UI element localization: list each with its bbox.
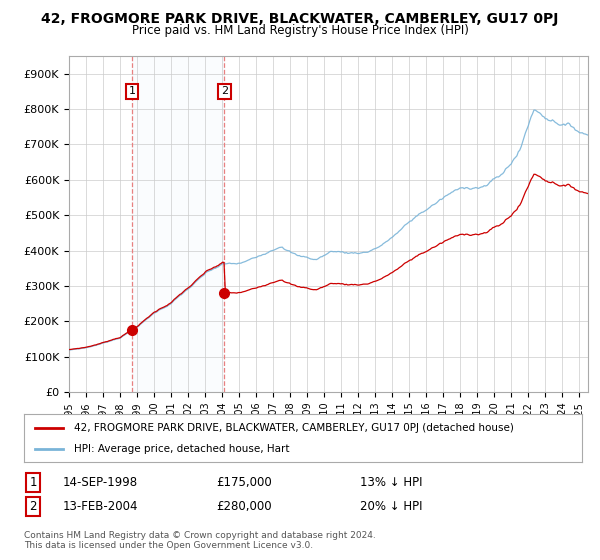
Text: HPI: Average price, detached house, Hart: HPI: Average price, detached house, Hart xyxy=(74,444,290,454)
Text: 13-FEB-2004: 13-FEB-2004 xyxy=(63,500,139,514)
Text: 42, FROGMORE PARK DRIVE, BLACKWATER, CAMBERLEY, GU17 0PJ: 42, FROGMORE PARK DRIVE, BLACKWATER, CAM… xyxy=(41,12,559,26)
Bar xyxy=(132,56,224,392)
Text: £175,000: £175,000 xyxy=(216,476,272,489)
Text: 13% ↓ HPI: 13% ↓ HPI xyxy=(360,476,422,489)
Text: 42, FROGMORE PARK DRIVE, BLACKWATER, CAMBERLEY, GU17 0PJ (detached house): 42, FROGMORE PARK DRIVE, BLACKWATER, CAM… xyxy=(74,423,514,433)
Text: Price paid vs. HM Land Registry's House Price Index (HPI): Price paid vs. HM Land Registry's House … xyxy=(131,24,469,36)
Text: 20% ↓ HPI: 20% ↓ HPI xyxy=(360,500,422,514)
Text: £280,000: £280,000 xyxy=(216,500,272,514)
Text: 14-SEP-1998: 14-SEP-1998 xyxy=(63,476,138,489)
Text: 1: 1 xyxy=(29,476,37,489)
Text: 2: 2 xyxy=(29,500,37,514)
Text: 2: 2 xyxy=(221,86,228,96)
Text: 1: 1 xyxy=(128,86,136,96)
Text: Contains HM Land Registry data © Crown copyright and database right 2024.
This d: Contains HM Land Registry data © Crown c… xyxy=(24,530,376,550)
